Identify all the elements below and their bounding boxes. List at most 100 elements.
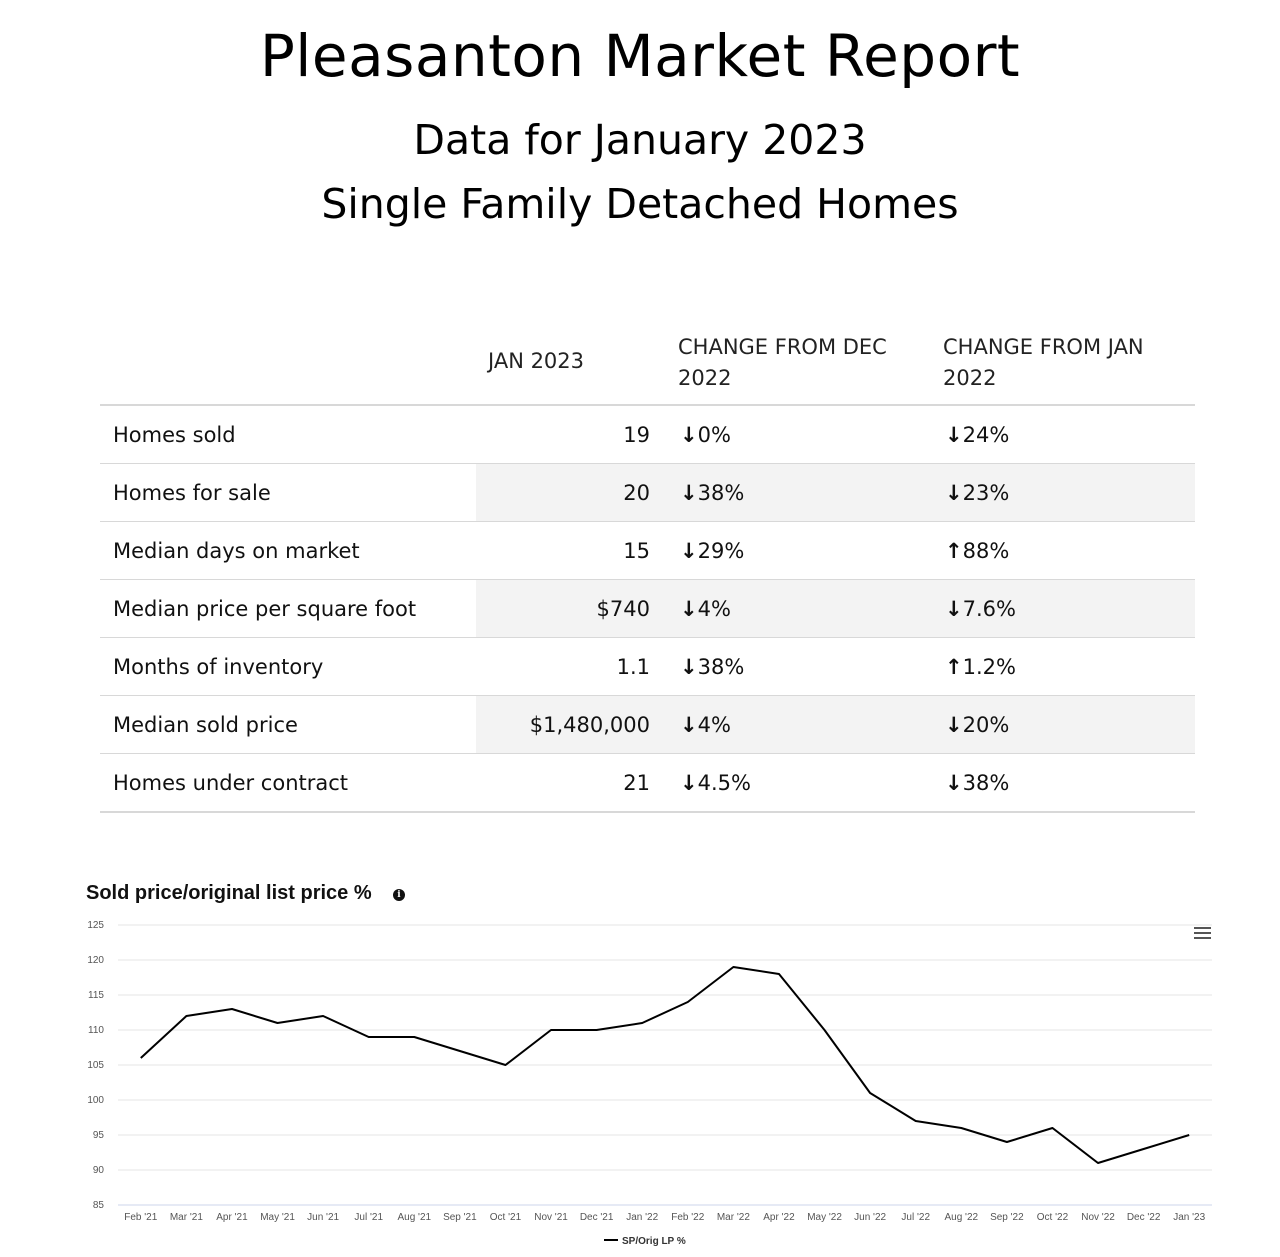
change-value: 4%: [697, 712, 731, 737]
change-from-dec: ↓4%: [666, 695, 931, 754]
metric-label: Median price per square foot: [100, 579, 476, 638]
arrow-down-icon: ↓: [680, 422, 698, 447]
report-date-subtitle: Data for January 2023: [413, 116, 867, 164]
change-from-jan: ↑88%: [931, 521, 1195, 580]
change-value: 38%: [697, 480, 745, 505]
change-from-dec: ↓38%: [666, 637, 931, 696]
x-tick-label: Jan '22: [626, 1212, 658, 1223]
metric-value: $740: [476, 579, 666, 638]
x-tick-label: May '21: [260, 1212, 295, 1223]
change-from-jan: ↑1.2%: [931, 637, 1195, 696]
x-tick-label: Nov '22: [1081, 1212, 1115, 1223]
x-tick-label: Mar '21: [170, 1212, 203, 1223]
y-tick-label: 85: [93, 1200, 105, 1211]
arrow-up-icon: ↑: [945, 654, 963, 679]
info-icon[interactable]: i: [393, 889, 405, 901]
change-from-jan: ↓23%: [931, 463, 1195, 522]
arrow-down-icon: ↓: [945, 422, 963, 447]
change-from-dec: ↓4%: [666, 579, 931, 638]
legend-label: SP/Orig LP %: [622, 1236, 686, 1247]
change-value: 38%: [697, 654, 745, 679]
table-row: Months of inventory 1.1 ↓38% ↑1.2%: [100, 637, 1195, 696]
y-tick-label: 90: [93, 1165, 105, 1176]
x-tick-label: Sep '21: [443, 1212, 477, 1223]
menu-icon[interactable]: [1194, 927, 1211, 941]
arrow-down-icon: ↓: [945, 596, 963, 621]
change-value: 88%: [962, 538, 1010, 563]
change-from-jan: ↓20%: [931, 695, 1195, 754]
x-tick-label: Dec '21: [580, 1212, 614, 1223]
change-value: 4%: [697, 596, 731, 621]
arrow-down-icon: ↓: [680, 538, 698, 563]
x-tick-label: Dec '22: [1127, 1212, 1161, 1223]
x-tick-label: Jun '22: [854, 1212, 886, 1223]
y-tick-label: 115: [88, 990, 104, 1001]
change-value: 20%: [962, 712, 1010, 737]
x-tick-label: Jan '23: [1173, 1212, 1205, 1223]
change-value: 29%: [697, 538, 745, 563]
arrow-down-icon: ↓: [945, 712, 963, 737]
metric-value: $1,480,000: [476, 695, 666, 754]
table-row: Median sold price $1,480,000 ↓4% ↓20%: [100, 695, 1195, 754]
y-tick-label: 105: [87, 1060, 104, 1071]
x-tick-label: Mar '22: [717, 1212, 750, 1223]
metric-label: Homes under contract: [100, 753, 476, 813]
metric-label: Months of inventory: [100, 637, 476, 696]
arrow-down-icon: ↓: [680, 480, 698, 505]
x-tick-label: Jul '22: [901, 1212, 930, 1223]
table-header-row: JAN 2023 CHANGE FROM DEC 2022 CHANGE FRO…: [100, 332, 1195, 406]
table-row: Median price per square foot $740 ↓4% ↓7.6%: [100, 579, 1195, 638]
arrow-down-icon: ↓: [680, 712, 698, 737]
change-value: 0%: [697, 422, 731, 447]
table-row: Homes sold 19 ↓0% ↓24%: [100, 405, 1195, 464]
y-tick-label: 120: [87, 955, 104, 966]
metric-value: 21: [476, 753, 666, 813]
metric-label: Homes for sale: [100, 463, 476, 522]
arrow-down-icon: ↓: [680, 770, 698, 795]
column-header-metric: [100, 332, 476, 406]
table-row: Median days on market 15 ↓29% ↑88%: [100, 521, 1195, 580]
arrow-down-icon: ↓: [945, 770, 963, 795]
x-tick-label: Oct '21: [490, 1212, 522, 1223]
page-title: Pleasanton Market Report: [259, 22, 1021, 90]
x-tick-label: Aug '22: [944, 1212, 978, 1223]
table-row: Homes for sale 20 ↓38% ↓23%: [100, 463, 1195, 522]
x-tick-label: Aug '21: [397, 1212, 431, 1223]
metric-value: 1.1: [476, 637, 666, 696]
change-from-jan: ↓38%: [931, 753, 1195, 813]
change-from-jan: ↓7.6%: [931, 579, 1195, 638]
change-from-dec: ↓4.5%: [666, 753, 931, 813]
chart-title: Sold price/original list price %: [86, 882, 372, 904]
x-tick-label: Sep '22: [990, 1212, 1024, 1223]
x-tick-label: Jun '21: [307, 1212, 339, 1223]
change-value: 38%: [962, 770, 1010, 795]
change-value: 23%: [962, 480, 1010, 505]
line-chart: 85 90 95 100 105 110 115 120 125 Feb '21 Mar '21 Ap…: [87, 920, 1212, 1247]
table-row: Homes under contract 21 ↓4.5% ↓38%: [100, 753, 1195, 813]
x-tick-label: Oct '22: [1037, 1212, 1069, 1223]
y-tick-label: 125: [87, 920, 104, 931]
metric-value: 20: [476, 463, 666, 522]
arrow-down-icon: ↓: [680, 654, 698, 679]
x-tick-label: Apr '22: [763, 1212, 795, 1223]
y-tick-label: 95: [93, 1130, 105, 1141]
series-line: [140, 966, 1190, 1164]
metric-value: 15: [476, 521, 666, 580]
arrow-down-icon: ↓: [945, 480, 963, 505]
arrow-up-icon: ↑: [945, 538, 963, 563]
x-tick-label: Apr '21: [216, 1212, 248, 1223]
change-from-dec: ↓29%: [666, 521, 931, 580]
market-stats-table: JAN 2023 CHANGE FROM DEC 2022 CHANGE FRO…: [100, 332, 1195, 813]
metric-label: Median days on market: [100, 521, 476, 580]
column-header-current: JAN 2023: [476, 332, 666, 406]
change-value: 1.2%: [962, 654, 1016, 679]
change-from-dec: ↓38%: [666, 463, 931, 522]
metric-value: 19: [476, 405, 666, 464]
metric-label: Median sold price: [100, 695, 476, 754]
change-value: 4.5%: [697, 770, 751, 795]
arrow-down-icon: ↓: [680, 596, 698, 621]
y-tick-label: 110: [88, 1025, 104, 1036]
change-from-dec: ↓0%: [666, 405, 931, 464]
metric-label: Homes sold: [100, 405, 476, 464]
column-header-change-jan: CHANGE FROM JAN 2022: [931, 332, 1195, 406]
